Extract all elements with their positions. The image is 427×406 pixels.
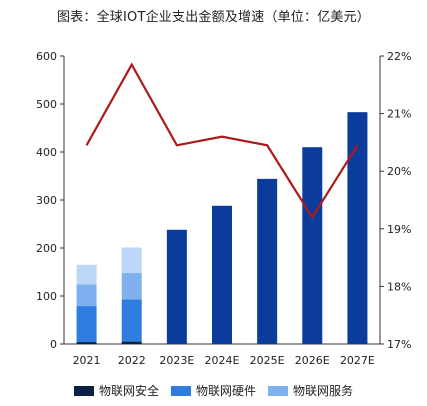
chart-title: 图表：全球IOT企业支出金额及增速（单位：亿美元） bbox=[56, 10, 370, 25]
legend-label: 物联网服务 bbox=[293, 384, 354, 398]
x-tick-label: 2027E bbox=[340, 354, 375, 367]
y-tick-label: 100 bbox=[36, 290, 57, 303]
bar-segment bbox=[76, 342, 97, 344]
y-tick-label: 400 bbox=[36, 146, 57, 159]
y-tick-label: 0 bbox=[50, 338, 57, 351]
x-tick-label: 2023E bbox=[159, 354, 194, 367]
legend-swatch bbox=[170, 385, 191, 396]
bar bbox=[212, 205, 232, 344]
y2-tick-label: 20% bbox=[387, 165, 411, 178]
y-tick-label: 500 bbox=[36, 98, 57, 111]
legend-label: 物联网硬件 bbox=[195, 384, 256, 398]
legend-swatch bbox=[268, 385, 288, 396]
bars-layer bbox=[76, 112, 368, 344]
legend-item: 物联网服务 bbox=[268, 382, 353, 399]
x-tick-label: 2022 bbox=[118, 354, 146, 367]
bar bbox=[257, 178, 278, 344]
bar bbox=[166, 229, 187, 344]
y2-tick-label: 18% bbox=[387, 280, 411, 293]
y-tick-label: 200 bbox=[36, 242, 57, 255]
y2-tick-label: 22% bbox=[387, 50, 411, 63]
legend-item: 物联网硬件 bbox=[170, 382, 256, 399]
x-tick-label: 2021 bbox=[73, 354, 101, 367]
y2-tick-label: 21% bbox=[387, 108, 411, 121]
bar-segment bbox=[121, 272, 142, 300]
y2-tick-label: 17% bbox=[387, 338, 411, 351]
bar-segment bbox=[76, 306, 97, 343]
legend: 物联网安全 物联网硬件 物联网服务 bbox=[0, 382, 427, 399]
legend-item: 物联网安全 bbox=[73, 382, 159, 399]
x-tick-label: 2025E bbox=[250, 354, 285, 367]
x-tick-label: 2024E bbox=[205, 354, 240, 367]
bar-segment bbox=[76, 284, 97, 307]
bar-segment bbox=[121, 299, 142, 342]
bar-segment bbox=[76, 264, 97, 285]
bar-segment bbox=[121, 247, 142, 273]
y-tick-label: 300 bbox=[36, 194, 57, 207]
bar-segment bbox=[121, 341, 142, 344]
bar bbox=[302, 147, 323, 344]
legend-label: 物联网安全 bbox=[98, 384, 159, 398]
y-tick-label: 600 bbox=[36, 50, 57, 63]
bar bbox=[347, 112, 368, 344]
y2-tick-label: 19% bbox=[387, 223, 411, 236]
growth-line bbox=[85, 62, 359, 220]
legend-swatch bbox=[73, 385, 94, 396]
line-layer bbox=[85, 62, 359, 220]
labels-layer: 0 100 200 300 400 500 600 17% 18% 19% 20% 21% 22% 202… bbox=[36, 50, 411, 367]
x-tick-label: 2026E bbox=[295, 354, 330, 367]
